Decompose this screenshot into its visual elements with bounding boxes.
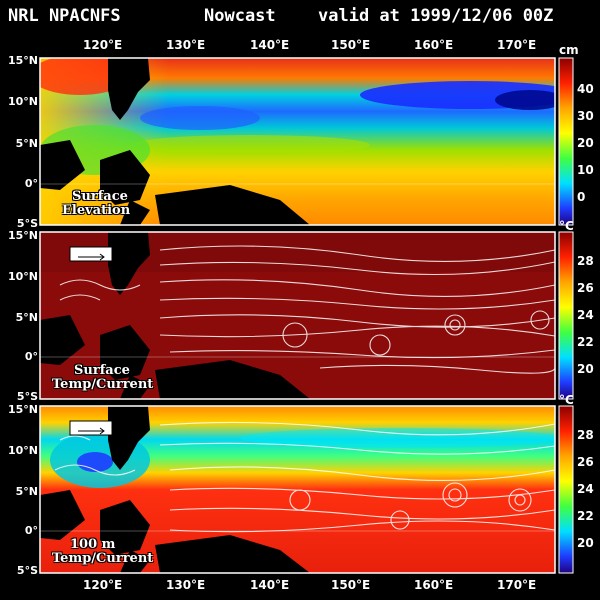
colorbar-unit: °C	[559, 393, 574, 407]
y-tick: 15°N	[7, 403, 38, 416]
panel-label-line2: Temp/Current	[52, 377, 154, 392]
colorbar-tick: 24	[577, 308, 594, 322]
y-tick: 5°S	[16, 390, 38, 403]
panel-label-100m-temp: 100 m Temp/Current	[52, 538, 153, 566]
colorbar-unit: °C	[559, 219, 574, 233]
colorbar-tick: 30	[577, 109, 594, 123]
y-tick: 10°N	[7, 95, 38, 108]
colorbar-tick: 40	[577, 82, 594, 96]
panel-frame	[39, 405, 556, 574]
colorbar-tick: 0	[577, 190, 586, 204]
y-tick: 15°N	[7, 54, 38, 67]
colorbar-tick: 24	[577, 482, 594, 496]
x-tick-top: 160°E	[414, 38, 454, 52]
valid-time-title: valid at 1999/12/06 00Z	[318, 6, 554, 26]
colorbar-tick: 26	[577, 455, 594, 469]
x-tick-top: 150°E	[331, 38, 371, 52]
source-title: NRL NPACNFS	[8, 6, 121, 26]
current-vectors	[59, 245, 555, 374]
colorbar-tick: 22	[577, 509, 594, 523]
colorbar-surface-temp	[558, 231, 574, 400]
colorbar-tick: 28	[577, 428, 594, 442]
colorbar-tick: 10	[577, 163, 594, 177]
y-tick: 5°S	[16, 217, 38, 230]
colorbar-100m-temp	[558, 405, 574, 574]
y-tick: 0°	[24, 177, 38, 190]
x-tick-bottom: 120°E	[83, 578, 123, 592]
panel-label-line1: Surface	[72, 189, 128, 204]
x-tick-top: 140°E	[250, 38, 290, 52]
x-tick-top: 120°E	[83, 38, 123, 52]
colorbar-tick: 20	[577, 362, 594, 376]
x-tick-bottom: 140°E	[250, 578, 290, 592]
current-vectors	[54, 421, 555, 533]
colorbar-tick: 28	[577, 254, 594, 268]
y-tick: 5°N	[15, 485, 38, 498]
y-tick: 5°N	[15, 311, 38, 324]
y-tick: 5°N	[15, 137, 38, 150]
model-title: Nowcast	[204, 6, 276, 26]
panel-label-line1: 100 m	[70, 537, 116, 552]
y-tick: 0°	[24, 350, 38, 363]
x-tick-bottom: 170°E	[497, 578, 537, 592]
panel-label-line1: Surface	[74, 363, 130, 378]
x-tick-bottom: 130°E	[166, 578, 206, 592]
x-tick-bottom: 160°E	[414, 578, 454, 592]
colorbar-unit: cm	[559, 43, 579, 57]
panel-surface-temp-current	[40, 232, 555, 399]
velocity-scale-legend	[69, 420, 113, 436]
velocity-scale-legend	[69, 246, 113, 262]
y-tick: 5°S	[16, 564, 38, 577]
panel-surface-elevation	[40, 58, 555, 225]
y-tick: 10°N	[7, 270, 38, 283]
colorbar-tick: 26	[577, 281, 594, 295]
colorbar-tick: 20	[577, 136, 594, 150]
x-tick-bottom: 150°E	[331, 578, 371, 592]
panel-frame	[39, 57, 556, 226]
colorbar-tick: 20	[577, 536, 594, 550]
panel-label-elevation: Surface Elevation	[62, 190, 130, 218]
y-tick: 0°	[24, 524, 38, 537]
colorbar-tick: 22	[577, 335, 594, 349]
y-tick: 15°N	[7, 229, 38, 242]
panel-label-line2: Elevation	[62, 203, 131, 218]
panel-100m-temp-current	[40, 406, 555, 573]
y-tick: 10°N	[7, 444, 38, 457]
panel-label-surface-temp: Surface Temp/Current	[52, 364, 153, 392]
x-tick-top: 170°E	[497, 38, 537, 52]
map-header: NRL NPACNFS Nowcast valid at 1999/12/06 …	[0, 0, 600, 30]
colorbar-surface-elevation	[558, 57, 574, 226]
x-tick-top: 130°E	[166, 38, 206, 52]
panel-label-line2: Temp/Current	[52, 551, 154, 566]
panel-frame	[39, 231, 556, 400]
